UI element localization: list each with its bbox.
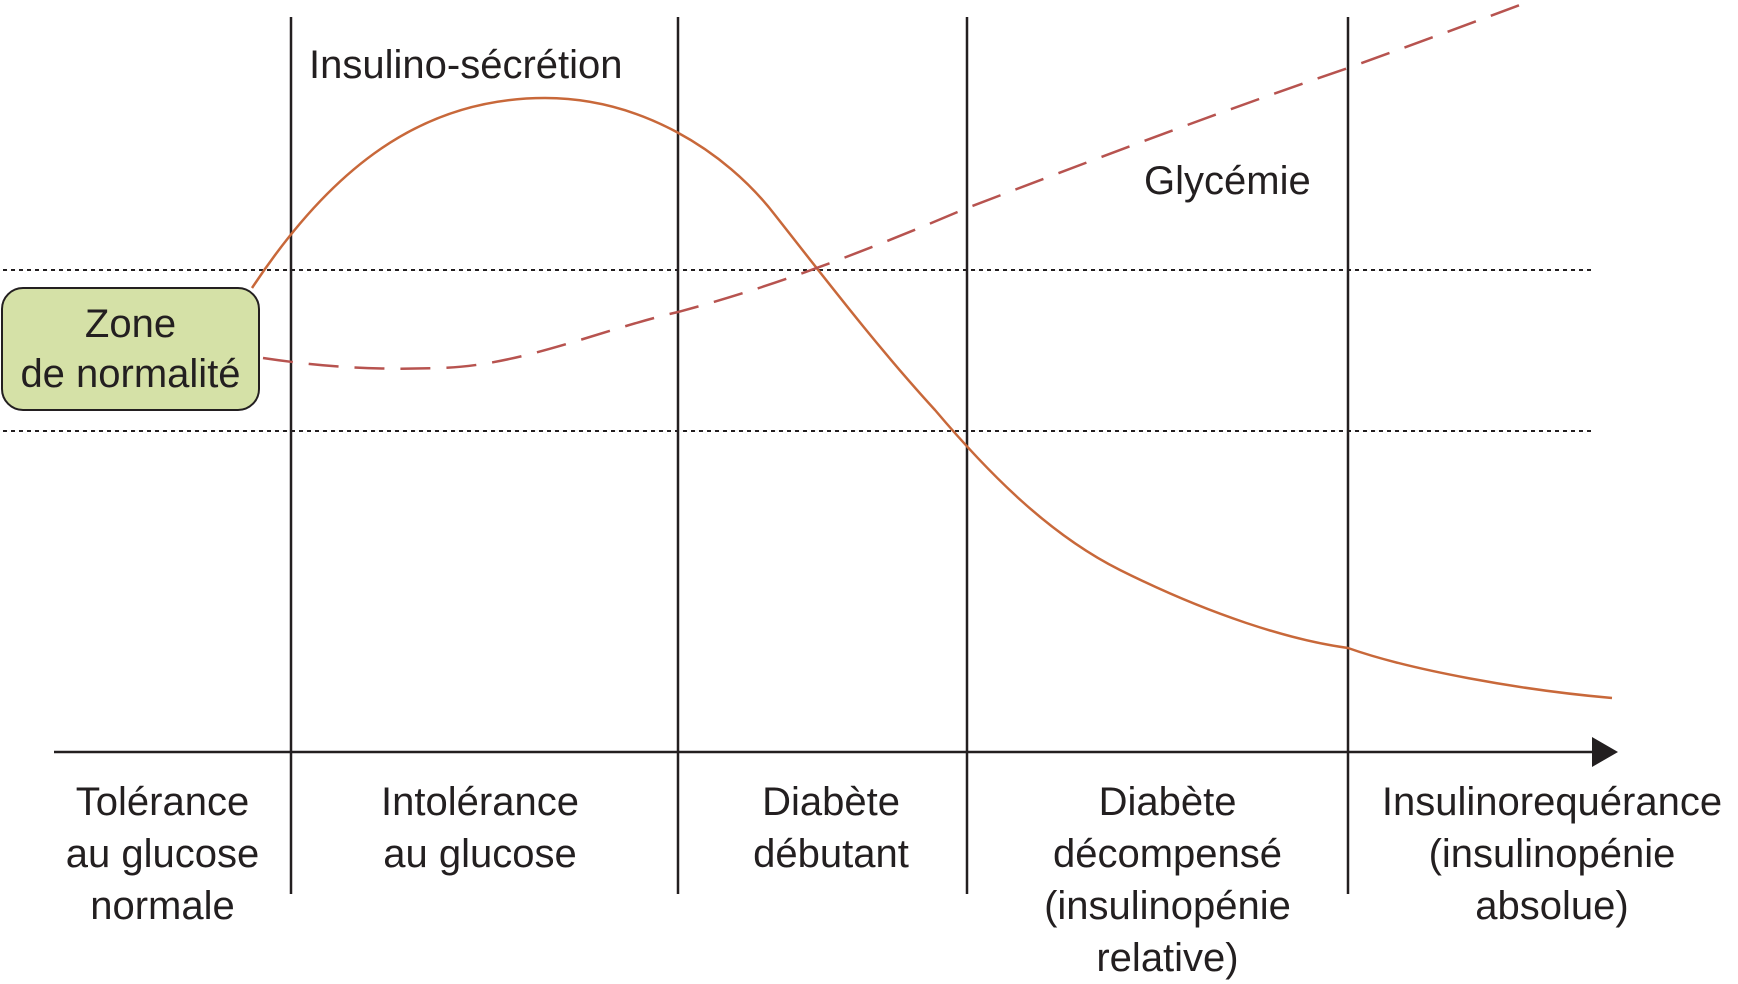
stage-label-line: Insulinorequérance <box>1381 780 1723 824</box>
insulin-secretion-label: Insulino-sécrétion <box>309 43 623 87</box>
stage-glucose-intolerance: Intolérance au glucose <box>330 776 630 880</box>
stage-normal-tolerance: Tolérance au glucose normale <box>30 776 295 932</box>
stage-insulin-requiring: Insulinorequérance (insulinopénie absolu… <box>1368 776 1736 932</box>
stage-label-line: Intolérance <box>381 780 579 824</box>
stage-label-line: débutant <box>753 832 909 876</box>
stage-label-line: décompensé <box>1052 832 1283 876</box>
stage-label-line: relative) <box>1096 936 1239 980</box>
insulin-secretion-curve <box>250 96 1613 700</box>
stage-decompensated-diabetes: Diabète décompensé (insulinopénie relati… <box>1020 776 1315 984</box>
stage-label-line: (insulinopénie <box>1428 832 1676 876</box>
normal-zone-box: Zone de normalité <box>1 287 260 411</box>
stage-label-line: absolue) <box>1475 884 1629 928</box>
stage-label-line: au glucose <box>383 832 577 876</box>
stage-label-line: Tolérance <box>75 780 250 824</box>
stage-label-line: normale <box>90 884 235 928</box>
stage-label-line: Diabète <box>762 780 900 824</box>
glycemia-label: Glycémie <box>1144 159 1311 203</box>
normal-zone-label-line-1: Zone <box>84 302 177 346</box>
stage-early-diabetes: Diabète débutant <box>711 776 951 880</box>
stage-label-line: (insulinopénie <box>1044 884 1291 928</box>
stage-label-line: au glucose <box>65 832 260 876</box>
glycemia-curve <box>262 1 1526 370</box>
stage-label-line: Diabète <box>1098 780 1237 824</box>
time-axis-arrowhead <box>1592 737 1618 767</box>
normal-zone-label-line-2: de normalité <box>20 352 241 396</box>
